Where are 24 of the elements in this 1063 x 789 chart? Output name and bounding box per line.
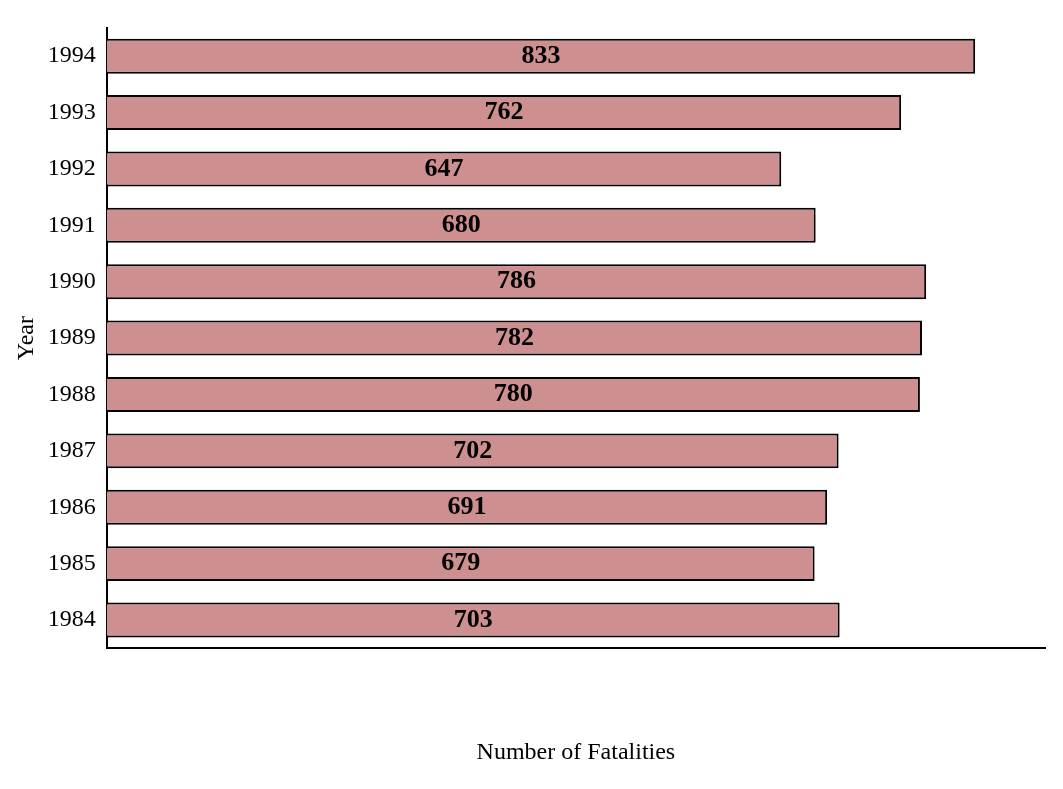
y-tick-label: 1986 [47, 492, 96, 519]
data-label: 647 [424, 152, 464, 182]
x-axis-title: Number of Fatalities [476, 737, 676, 764]
data-label: 680 [441, 209, 481, 239]
data-label: 691 [447, 490, 487, 520]
y-tick-label: 1994 [47, 41, 96, 68]
data-label: 703 [453, 603, 493, 633]
y-tick-label: 1992 [47, 154, 96, 181]
data-label: 833 [521, 39, 561, 69]
data-label: 780 [493, 378, 533, 408]
y-tick-label: 1989 [47, 323, 96, 350]
data-label: 782 [494, 321, 534, 351]
y-tick-label: 1985 [47, 548, 96, 575]
data-label: 786 [496, 265, 536, 295]
y-axis-title: Year [11, 315, 38, 361]
data-label: 702 [453, 434, 493, 464]
y-tick-label: 1988 [47, 379, 96, 406]
data-label: 762 [484, 96, 524, 126]
y-tick-label: 1984 [47, 605, 96, 632]
y-tick-label: 1991 [47, 210, 96, 237]
y-tick-label: 1987 [47, 436, 96, 463]
data-label: 679 [441, 547, 481, 577]
y-tick-label: 1990 [47, 267, 96, 294]
y-tick-label: 1993 [47, 97, 96, 124]
